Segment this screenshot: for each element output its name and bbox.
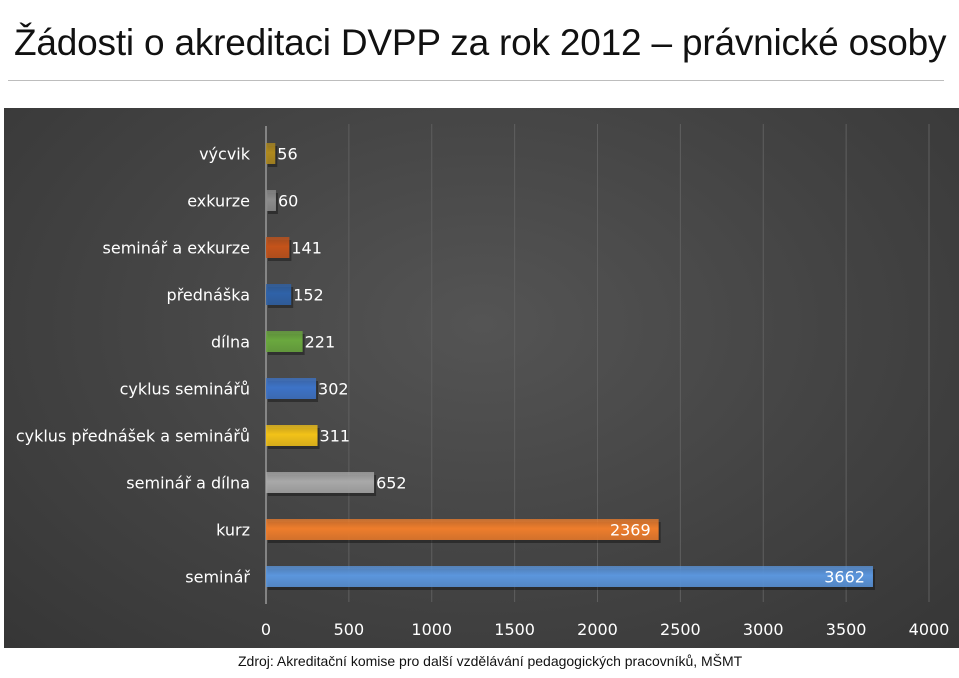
category-label: seminář a dílna — [126, 474, 250, 493]
bar-chart: výcvik exkurze seminář a exkurze přednáška d… — [16, 124, 949, 639]
x-tick-label: 2000 — [577, 620, 618, 639]
x-tick-label: 1500 — [494, 620, 535, 639]
slide-title: Žádosti o akreditaci DVPP za rok 2012 – … — [14, 22, 947, 63]
x-tick-labels: 0 500 1000 1500 2000 2500 3000 3500 4000 — [261, 620, 949, 639]
bar — [266, 425, 318, 446]
category-label: přednáška — [167, 286, 250, 305]
value-label: 152 — [293, 286, 324, 305]
x-tick-label: 0 — [261, 620, 271, 639]
category-label: seminář a exkurze — [103, 239, 250, 258]
category-label: dílna — [211, 333, 250, 352]
x-tick-label: 1000 — [411, 620, 452, 639]
bar — [266, 190, 276, 211]
title-divider — [8, 80, 944, 81]
value-label: 2369 — [610, 521, 651, 540]
value-label: 141 — [291, 239, 322, 258]
bar — [266, 472, 375, 493]
value-label: 302 — [318, 380, 349, 399]
value-labels: 56 60 141 152 221 302 311 652 2369 3662 — [277, 145, 865, 587]
value-label: 311 — [320, 427, 351, 446]
category-label: cyklus seminářů — [120, 380, 250, 399]
category-label: cyklus přednášek a seminářů — [16, 427, 250, 446]
x-tick-label: 4000 — [909, 620, 950, 639]
value-label: 3662 — [824, 568, 865, 587]
category-label: seminář — [185, 568, 250, 587]
bar — [266, 237, 290, 258]
value-label: 652 — [376, 474, 407, 493]
value-label: 221 — [305, 333, 336, 352]
bar — [266, 566, 873, 587]
category-label: výcvik — [199, 145, 251, 164]
x-tick-label: 500 — [334, 620, 365, 639]
source-note: Zdroj: Akreditační komise pro další vzdě… — [238, 653, 743, 669]
bar — [266, 284, 292, 305]
category-labels: výcvik exkurze seminář a exkurze přednáška d… — [16, 145, 251, 587]
bar — [266, 331, 303, 352]
bar — [266, 519, 659, 540]
bar — [266, 378, 317, 399]
category-label: exkurze — [187, 192, 250, 211]
grid-lines — [348, 124, 930, 602]
x-tick-label: 3000 — [743, 620, 784, 639]
x-tick-label: 3500 — [826, 620, 867, 639]
category-label: kurz — [216, 521, 250, 540]
x-tick-label: 2500 — [660, 620, 701, 639]
value-label: 60 — [278, 192, 298, 211]
value-label: 56 — [277, 145, 297, 164]
bars — [266, 143, 875, 590]
chart-panel: výcvik exkurze seminář a exkurze přednáška d… — [4, 108, 959, 648]
bar — [266, 143, 276, 164]
